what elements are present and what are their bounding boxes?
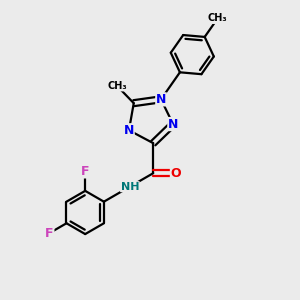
Text: F: F	[81, 165, 89, 178]
Text: CH₃: CH₃	[107, 81, 127, 91]
Text: N: N	[168, 118, 178, 130]
Text: CH₃: CH₃	[208, 14, 227, 23]
Text: N: N	[156, 93, 166, 106]
Text: N: N	[124, 124, 134, 137]
Text: F: F	[45, 226, 54, 239]
Text: O: O	[170, 167, 181, 180]
Text: NH: NH	[121, 182, 139, 192]
